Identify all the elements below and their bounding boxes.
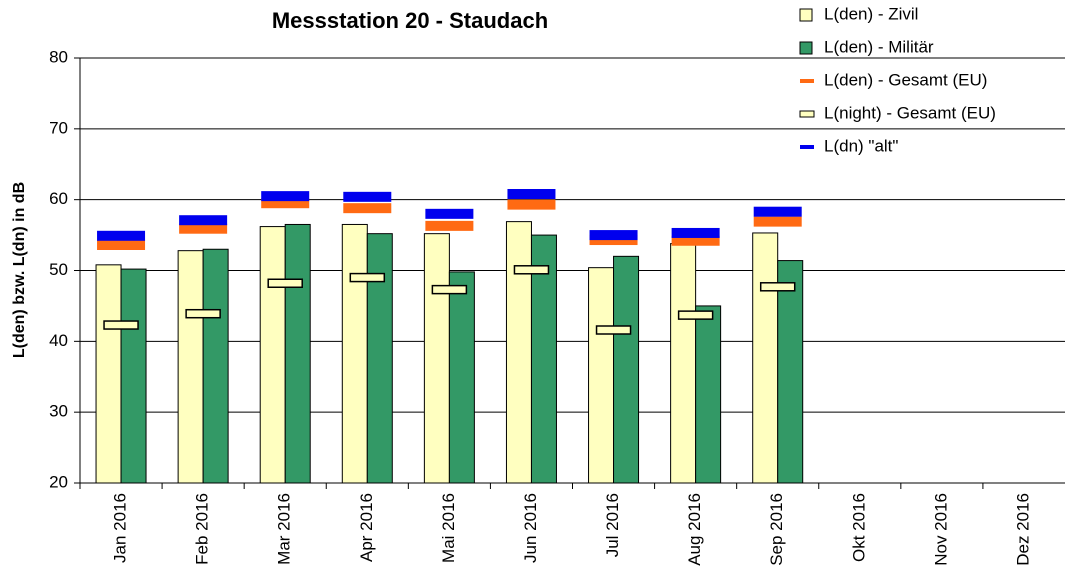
- marker: [759, 282, 796, 292]
- x-tick-label: Sep 2016: [767, 493, 786, 566]
- x-tick-label: Apr 2016: [357, 493, 376, 562]
- marker: [671, 227, 720, 238]
- marker: [343, 203, 392, 214]
- legend-swatch: [800, 79, 814, 83]
- y-tick-label: 40: [49, 331, 68, 350]
- bar: [366, 233, 393, 484]
- marker: [261, 198, 310, 209]
- legend-label: L(den) - Militär: [824, 37, 934, 56]
- y-tick-label: 70: [49, 118, 68, 137]
- legend-label: L(night) - Gesamt (EU): [824, 103, 996, 122]
- chart-title: Messstation 20 - Staudach: [272, 8, 548, 33]
- marker: [753, 206, 802, 217]
- bar: [695, 305, 722, 484]
- legend-label: L(dn) "alt": [824, 136, 898, 155]
- marker: [185, 308, 221, 319]
- bar: [120, 268, 147, 484]
- legend-swatch: [800, 145, 814, 149]
- x-tick-label: Aug 2016: [685, 493, 704, 566]
- y-tick-label: 80: [49, 47, 68, 66]
- marker: [97, 240, 146, 250]
- marker: [507, 199, 556, 210]
- marker: [179, 215, 228, 226]
- bar: [341, 223, 368, 484]
- marker: [431, 284, 468, 295]
- bar: [588, 267, 615, 484]
- bar: [202, 248, 229, 484]
- y-tick-label: 50: [49, 260, 68, 279]
- legend-label: L(den) - Gesamt (EU): [824, 70, 987, 89]
- marker: [267, 278, 303, 288]
- x-tick-label: Jul 2016: [603, 493, 622, 557]
- y-axis-label: L(den) bzw. L(dn) in dB: [11, 182, 28, 358]
- x-tick-label: Feb 2016: [193, 493, 212, 565]
- x-tick-label: Nov 2016: [931, 493, 950, 566]
- bar: [530, 234, 557, 484]
- bar: [670, 243, 697, 484]
- bar: [777, 260, 804, 484]
- marker: [671, 235, 720, 246]
- x-tick-label: Okt 2016: [849, 493, 868, 562]
- bar: [259, 226, 286, 484]
- marker: [425, 220, 474, 231]
- bar: [95, 264, 122, 484]
- bar: [752, 232, 779, 484]
- marker: [513, 265, 550, 275]
- y-tick-label: 60: [49, 189, 68, 208]
- bar: [448, 271, 475, 484]
- marker: [425, 208, 474, 219]
- marker: [595, 325, 632, 335]
- marker: [179, 223, 228, 234]
- marker: [261, 191, 310, 202]
- bar: [423, 233, 450, 484]
- legend-swatch: [799, 41, 813, 55]
- bar: [177, 250, 204, 484]
- x-tick-label: Mar 2016: [275, 493, 294, 565]
- y-tick-label: 30: [49, 402, 68, 421]
- x-tick-label: Jan 2016: [111, 493, 130, 563]
- legend-label: L(den) - Zivil: [824, 4, 918, 23]
- bar: [505, 221, 532, 484]
- marker: [349, 272, 386, 283]
- legend-swatch: [799, 110, 815, 118]
- bar: [613, 255, 640, 484]
- x-tick-label: Jun 2016: [521, 493, 540, 563]
- legend-swatch: [799, 8, 813, 22]
- marker: [507, 189, 556, 199]
- bar: [284, 223, 311, 484]
- marker: [589, 230, 638, 241]
- x-tick-label: Mai 2016: [439, 493, 458, 563]
- marker: [343, 191, 392, 202]
- marker: [103, 320, 139, 330]
- marker: [97, 230, 146, 241]
- marker: [677, 310, 714, 320]
- y-tick-label: 20: [49, 472, 68, 491]
- x-tick-label: Dez 2016: [1013, 493, 1032, 566]
- marker: [753, 216, 802, 227]
